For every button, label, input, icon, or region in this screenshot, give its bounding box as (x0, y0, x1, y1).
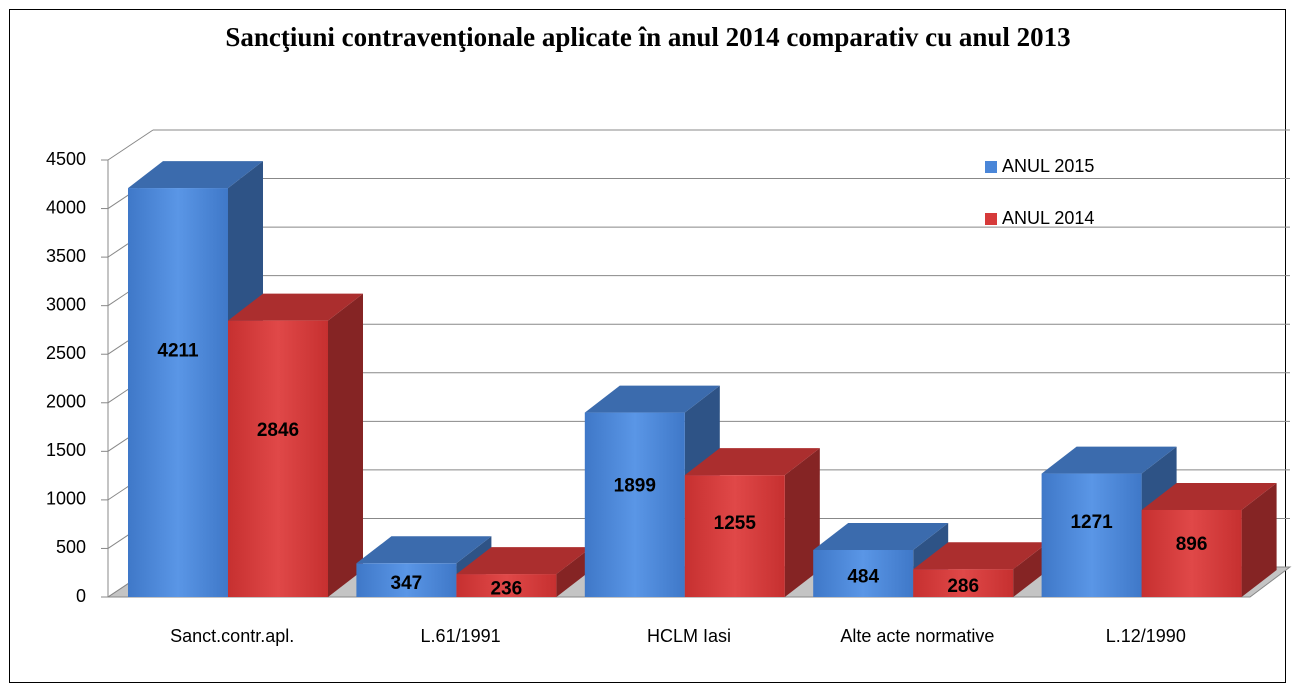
bar-top (456, 547, 592, 575)
bar-side (328, 293, 363, 597)
bar (813, 549, 914, 597)
legend-swatch (985, 161, 997, 173)
y-tick-label: 3500 (46, 246, 86, 266)
bar (684, 475, 785, 597)
data-label: 286 (947, 576, 979, 597)
y-tick-label: 1500 (46, 440, 86, 460)
bar-top (584, 385, 720, 413)
data-label: 2846 (257, 420, 299, 441)
bar (228, 320, 328, 597)
grid-line (107, 129, 154, 161)
chart-title: Sancţiuni contravenţionale aplicate în a… (225, 22, 1070, 52)
bar-side (556, 547, 592, 597)
data-label: 4211 (157, 341, 199, 362)
bar-top (813, 522, 949, 550)
bar-top (913, 542, 1049, 570)
legend-label: ANUL 2015 (1002, 156, 1094, 176)
bar-top (684, 448, 820, 476)
bar-side (1013, 542, 1049, 597)
data-label: 1255 (714, 513, 757, 534)
y-tick-label: 0 (76, 586, 86, 606)
y-tick-label: 4000 (46, 197, 86, 217)
x-tick-label: Sanct.contr.apl. (170, 626, 294, 646)
data-label: 896 (1176, 534, 1208, 555)
y-tick-label: 2500 (46, 343, 86, 363)
x-tick-label: L.61/1991 (421, 626, 501, 646)
bar-top (128, 161, 263, 189)
bar-side (784, 448, 820, 597)
bar-side (1241, 482, 1277, 597)
bar-top (1141, 482, 1277, 510)
bar-top (228, 293, 363, 321)
bar (1141, 509, 1242, 597)
bar-top (1041, 446, 1177, 474)
bar (1041, 473, 1142, 597)
data-label: 1271 (1070, 512, 1113, 533)
data-label: 1899 (614, 475, 656, 496)
legend-label: ANUL 2014 (1002, 208, 1094, 228)
y-tick-label: 3000 (46, 294, 86, 314)
y-tick-label: 2000 (46, 392, 86, 412)
chart-border (9, 9, 1286, 683)
data-label: 236 (491, 579, 523, 600)
y-tick-label: 1000 (46, 489, 86, 509)
bar (913, 569, 1014, 597)
y-tick-label: 4500 (46, 149, 86, 169)
legend-swatch (985, 213, 997, 225)
x-tick-label: Alte acte normative (840, 626, 994, 646)
bar (128, 188, 228, 597)
bar-top (356, 536, 492, 564)
x-tick-label: L.12/1990 (1106, 626, 1186, 646)
y-tick-label: 500 (56, 537, 86, 557)
bar (456, 574, 557, 597)
bar (356, 563, 457, 597)
data-label: 347 (391, 573, 423, 594)
x-tick-label: HCLM Iasi (647, 626, 731, 646)
bar (584, 412, 685, 597)
data-label: 484 (847, 567, 879, 588)
